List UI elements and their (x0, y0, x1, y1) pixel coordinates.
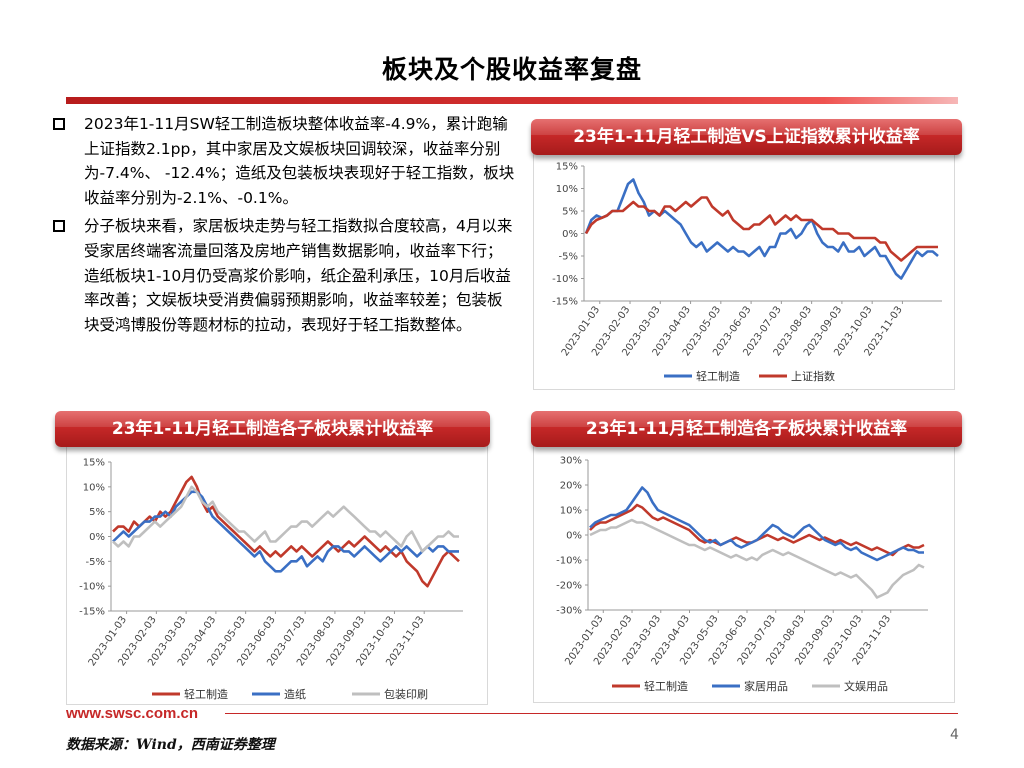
series-line-0 (589, 503, 925, 557)
bullet-item: 2023年1-11月SW轻工制造板块整体收益率-4.9%，累计跑输上证指数2.1… (50, 112, 515, 210)
chart-2-svg: 15%10%5%0%-5%-10%-15%2023-01-032023-02-0… (79, 458, 463, 701)
y-tick-label: 20% (560, 481, 582, 492)
chart-3-svg: 30%20%10%0%-10%-20%-30%2023-01-032023-02… (556, 456, 928, 693)
bullet-text: 分子板块来看，家居板块走势与轻工指数拟合度较高，4月以来受家居终端客流量回落及房… (84, 217, 513, 334)
chart-3-title: 23年1-11月轻工制造各子板块累计收益率 (585, 419, 908, 439)
legend-label: 造纸 (284, 687, 306, 701)
y-tick-label: 0% (89, 532, 105, 543)
y-tick-label: 5% (562, 207, 578, 218)
footer-url[interactable]: www.swsc.com.cn (66, 705, 198, 722)
legend-label: 文娱用品 (844, 679, 888, 693)
legend-label: 家居用品 (744, 679, 788, 693)
square-bullet-icon (53, 220, 65, 233)
chart-2-title: 23年1-11月轻工制造各子板块累计收益率 (111, 419, 434, 439)
chart-3-frame: 30% 20% 10% 0% -10% -20% -30% 2023-01-03 2023-02… (533, 445, 955, 703)
y-tick-label: 0% (566, 531, 582, 542)
slide-title: 板块及个股收益率复盘 (381, 55, 642, 84)
chart-1-svg: 15%10%5%0%-5%-10%-15%2023-01-032023-02-0… (552, 162, 942, 383)
square-bullet-icon (53, 118, 65, 130)
y-tick-label: 10% (560, 506, 582, 517)
y-tick-label: -30% (556, 606, 582, 617)
legend-label: 轻工制造 (696, 369, 740, 383)
y-tick-label: -10% (79, 582, 105, 593)
legend-label: 轻工制造 (644, 679, 688, 693)
y-tick-label: 10% (83, 482, 105, 493)
y-tick-label: 5% (89, 507, 105, 518)
y-tick-label: -15% (79, 607, 105, 618)
y-tick-label: -10% (556, 556, 582, 567)
bullet-text: 2023年1-11月SW轻工制造板块整体收益率-4.9%，累计跑输上证指数2.1… (84, 115, 515, 207)
page-number: 4 (950, 727, 959, 743)
footer-source: 数据来源：Wind，西南证券整理 (66, 737, 275, 753)
series-line-2 (112, 485, 459, 553)
y-tick-label: -20% (556, 581, 582, 592)
y-tick-label: -5% (86, 557, 105, 568)
legend-label: 包装印刷 (384, 688, 428, 701)
y-tick-label: 15% (83, 458, 105, 469)
legend-label: 轻工制造 (184, 687, 228, 701)
chart-3-title-banner: 23年1-11月轻工制造各子板块累计收益率 (531, 411, 962, 447)
y-tick-label: -5% (559, 252, 578, 263)
y-tick-label: -15% (552, 297, 578, 308)
y-tick-label: 0% (562, 229, 578, 240)
y-tick-label: -10% (552, 274, 578, 285)
bullet-item: 分子板块来看，家居板块走势与轻工指数拟合度较高，4月以来受家居终端客流量回落及房… (50, 214, 515, 337)
title-rule (66, 97, 958, 104)
chart-1-title: 23年1-11月轻工制造VS上证指数累计收益率 (573, 127, 920, 147)
y-tick-label: 30% (560, 456, 582, 467)
bullet-list: 2023年1-11月SW轻工制造板块整体收益率-4.9%，累计跑输上证指数2.1… (50, 112, 515, 341)
series-line-1 (584, 196, 938, 262)
series-line-1 (589, 486, 924, 562)
footer-rule (225, 713, 958, 714)
y-tick-label: 15% (556, 162, 578, 173)
series-line-2 (589, 518, 925, 599)
y-tick-label: 10% (556, 184, 578, 195)
chart-1-title-banner: 23年1-11月轻工制造VS上证指数累计收益率 (531, 119, 962, 155)
chart-2-frame: 15% 10% 5% 0% -5% -10% -15% 2023-01-03 2023-02-0… (66, 445, 488, 705)
chart-1-frame: 15% 10% 5% 0% -5% -10% -15% 2023-01-03 2023-02-0… (533, 147, 955, 390)
series-line-0 (584, 178, 939, 280)
chart-2-title-banner: 23年1-11月轻工制造各子板块累计收益率 (55, 411, 490, 447)
legend-label: 上证指数 (791, 369, 835, 383)
